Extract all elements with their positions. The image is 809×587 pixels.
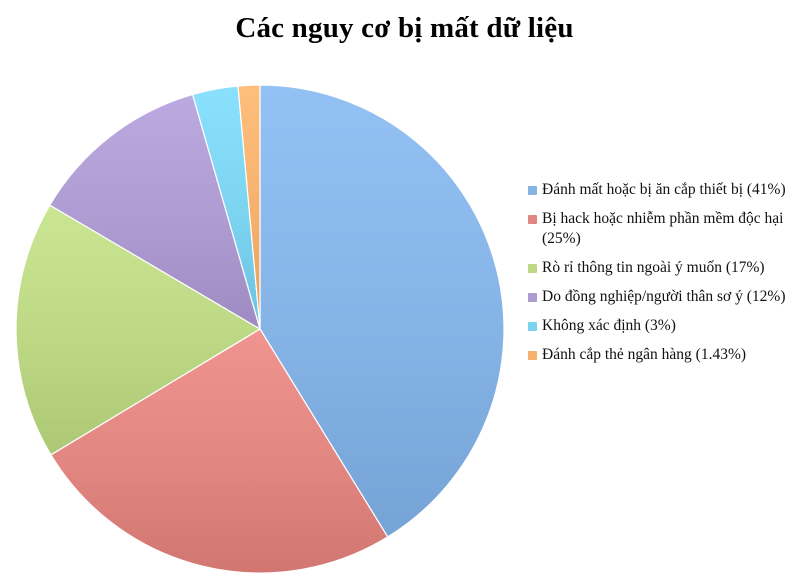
legend-swatch-icon [528, 322, 537, 331]
pie-slice-group: Đánh mất hoặc bị ăn cắp thiết bị 41%Bị h… [15, 84, 505, 574]
legend-item[interactable]: Đánh cắp thẻ ngân hàng (1.43%) [528, 345, 809, 365]
legend-item-label: Bị hack hoặc nhiễm phần mềm độc hại (25%… [542, 210, 784, 247]
page-title: Các nguy cơ bị mất dữ liệu [235, 12, 574, 44]
legend-item[interactable]: Rò rỉ thông tin ngoài ý muốn (17%) [528, 258, 809, 278]
legend-swatch-icon [528, 215, 537, 224]
pie-slice[interactable]: Rò rỉ thông tin ngoài ý muốn 17% [15, 204, 261, 456]
legend-swatch-icon [528, 186, 537, 195]
legend-item[interactable]: Không xác định (3%) [528, 316, 809, 336]
chart-legend: Đánh mất hoặc bị ăn cắp thiết bị (41%) Bị… [528, 180, 809, 374]
pie-chart-area: Đánh mất hoặc bị ăn cắp thiết bị 41%Bị h… [15, 84, 505, 574]
pie-slice[interactable]: Bị hack hoặc nhiễm phần mềm độc hại 25% [50, 328, 389, 574]
legend-item-label: Do đồng nghiệp/người thân sơ ý (12%) [542, 288, 786, 305]
legend-item[interactable]: Do đồng nghiệp/người thân sơ ý (12%) [528, 287, 809, 307]
legend-swatch-icon [528, 293, 537, 302]
legend-item-label: Đánh cắp thẻ ngân hàng (1.43%) [542, 346, 747, 363]
legend-item-label: Không xác định (3%) [542, 317, 676, 334]
legend-swatch-icon [528, 264, 537, 273]
pie-slice[interactable]: Đánh cắp thẻ ngân hàng 1.43% [237, 84, 261, 330]
pie-slice[interactable]: Đánh mất hoặc bị ăn cắp thiết bị 41% [259, 84, 505, 538]
pie-slice[interactable]: Do đồng nghiệp/người thân sơ ý 12% [49, 93, 261, 330]
legend-swatch-icon [528, 351, 537, 360]
legend-item-label: Rò rỉ thông tin ngoài ý muốn (17%) [542, 259, 765, 276]
pie-chart-svg: Đánh mất hoặc bị ăn cắp thiết bị 41%Bị h… [15, 84, 505, 574]
legend-item-label: Đánh mất hoặc bị ăn cắp thiết bị (41%) [542, 181, 786, 198]
legend-item[interactable]: Đánh mất hoặc bị ăn cắp thiết bị (41%) [528, 180, 809, 200]
legend-item[interactable]: Bị hack hoặc nhiễm phần mềm độc hại (25%… [528, 209, 809, 249]
